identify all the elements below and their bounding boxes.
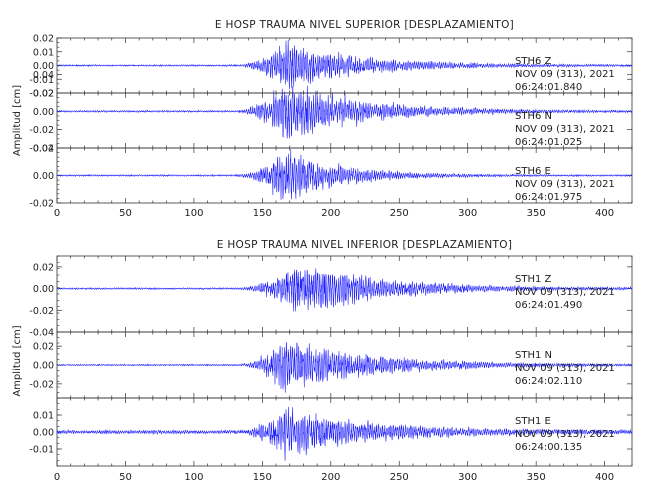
x-tick-label: 150 [253,208,272,219]
date-label: NOV 09 (313), 2021 [515,69,615,80]
y-tick-label: -0.02 [29,306,54,317]
date-label: NOV 09 (313), 2021 [515,363,615,374]
station-label: STH6 N [515,111,552,122]
y-tick-label: -0.01 [29,75,54,86]
y-tick-label: 0.02 [33,144,54,155]
panel-3: -0.02 0.00 0.02 STH6 E NOV 09 (313), 2021 06:… [29,144,633,210]
x-tick-label: 50 [119,208,132,219]
y-tick-label: -0.02 [29,89,54,100]
panel-2: -0.02 0.00 0.02 STH1 N NOV 09 (313), 2021 06:… [29,331,633,399]
y-tick-label: 0.01 [33,411,54,422]
y-axis-label: Amplitud [cm] [12,325,23,396]
y-tick-label: -0.02 [29,379,54,390]
x-tick-label: 0 [54,472,60,483]
y-tick-label: 0.04 [33,70,54,81]
panel-3: -0.01 0.00 0.01 STH1 E NOV 09 (313), 2021 06:… [29,397,633,467]
y-tick-label: 0.02 [33,342,54,353]
y-tick-label: 0.02 [33,89,54,100]
waveform-trace [56,406,633,461]
station-label: STH1 Z [515,274,552,285]
y-tick-label: -0.04 [29,144,54,155]
x-tick-label: 400 [595,472,614,483]
station-label: STH6 E [515,166,551,177]
station-label: STH1 N [515,350,552,361]
waveform-trace [56,39,633,90]
x-tick-label: 300 [458,472,477,483]
chart-title: E HOSP TRAUMA NIVEL SUPERIOR [DESPLAZAMI… [215,19,514,31]
x-tick-label: 400 [595,208,614,219]
x-tick-label: 150 [253,472,272,483]
date-label: NOV 09 (313), 2021 [515,429,615,440]
x-tick-label: 350 [527,208,546,219]
waveform-trace [56,85,633,139]
y-tick-label: 0.00 [33,107,54,118]
panel-1: -0.02 -0.01 0.00 0.01 0.02 STH6 Z NOV 09 (313)… [29,34,633,100]
y-axis-label: Amplitud [cm] [12,85,23,156]
time-label: 06:24:02.110 [515,376,582,387]
x-tick-label: 250 [390,208,409,219]
date-label: NOV 09 (313), 2021 [515,124,615,135]
time-label: 06:24:01.840 [515,82,582,93]
chart-group-2: E HOSP TRAUMA NIVEL INFERIOR [DESPLAZAMI… [12,239,633,483]
y-tick-label: -0.02 [29,199,54,210]
x-tick-label: 350 [527,472,546,483]
time-label: 06:24:01.025 [515,137,582,148]
x-tick-label: 200 [321,472,340,483]
waveform-trace [56,268,633,312]
time-label: 06:24:01.490 [515,300,582,311]
x-tick-label: 0 [54,208,60,219]
y-tick-label: 0.02 [33,34,54,45]
x-tick-label: 100 [184,472,203,483]
chart-group-1: E HOSP TRAUMA NIVEL SUPERIOR [DESPLAZAMI… [12,19,633,219]
time-label: 06:24:00.135 [515,442,582,453]
y-tick-label: 0.01 [33,47,54,58]
date-label: NOV 09 (313), 2021 [515,287,615,298]
date-label: NOV 09 (313), 2021 [515,179,615,190]
x-tick-label: 200 [321,208,340,219]
y-tick-label: -0.04 [29,328,54,339]
x-tick-label: 300 [458,208,477,219]
x-tick-label: 250 [390,472,409,483]
y-tick-label: 0.00 [33,284,54,295]
y-tick-label: -0.02 [29,125,54,136]
x-tick-label: 50 [119,472,132,483]
y-tick-label: -0.01 [29,445,54,456]
y-tick-label: 0.00 [33,361,54,372]
y-tick-label: 0.00 [33,171,54,182]
station-label: STH1 E [515,416,551,427]
y-tick-label: 0.00 [33,61,54,72]
waveform-trace [57,149,633,200]
time-label: 06:24:01.975 [515,192,582,203]
station-label: STH6 Z [515,56,552,67]
y-tick-label: 0.00 [33,428,54,439]
y-tick-label: 0.02 [33,262,54,273]
chart-title: E HOSP TRAUMA NIVEL INFERIOR [DESPLAZAMI… [217,239,512,251]
waveform-trace [56,342,633,393]
panel-1: -0.04 -0.02 0.00 0.02 STH1 Z NOV 09 (313), 20… [29,255,633,339]
x-tick-label: 100 [184,208,203,219]
